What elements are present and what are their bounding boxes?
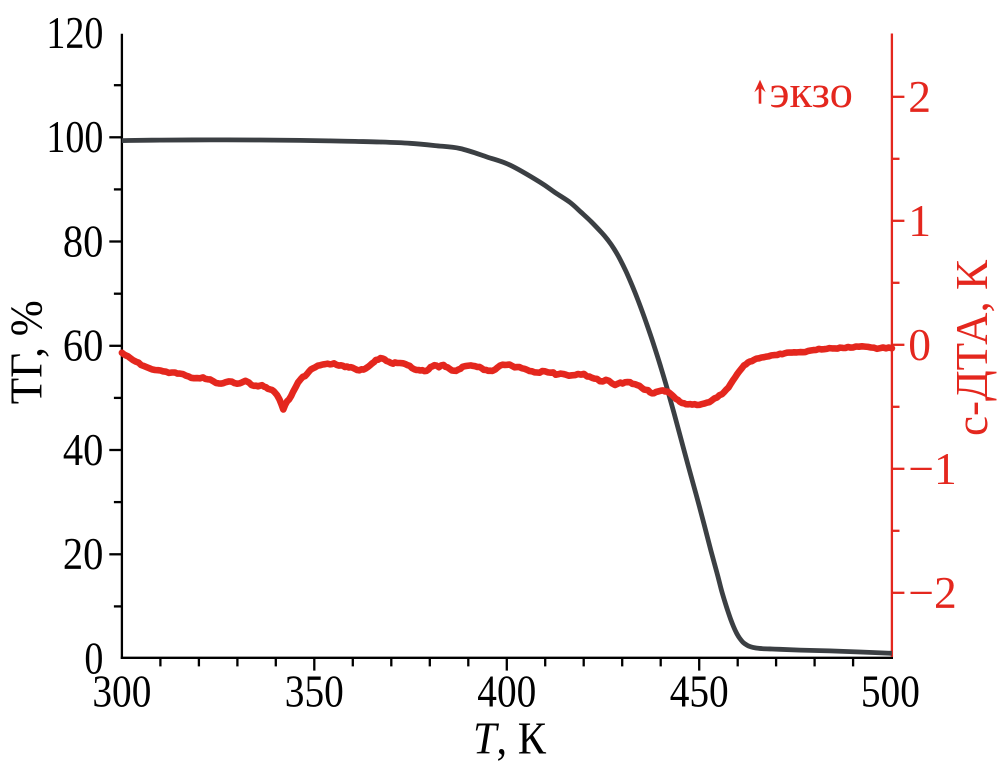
svg-text:300: 300 bbox=[92, 667, 151, 717]
svg-text:ТГ, %: ТГ, % bbox=[0, 300, 51, 404]
svg-text:0: 0 bbox=[908, 319, 931, 370]
svg-text:20: 20 bbox=[63, 529, 104, 579]
svg-text:с-ДТА, К: с-ДТА, К bbox=[946, 259, 997, 436]
svg-text:350: 350 bbox=[285, 667, 344, 717]
svg-text:−1: −1 bbox=[908, 443, 956, 494]
svg-text:450: 450 bbox=[670, 667, 729, 717]
svg-text:−2: −2 bbox=[908, 567, 956, 618]
svg-text:80: 80 bbox=[63, 216, 104, 266]
svg-text:0: 0 bbox=[84, 633, 103, 683]
svg-text:120: 120 bbox=[46, 8, 103, 58]
svg-text:T, К: T, К bbox=[473, 713, 547, 764]
svg-text:1: 1 bbox=[908, 195, 931, 246]
svg-text:400: 400 bbox=[477, 667, 536, 717]
svg-text:40: 40 bbox=[63, 425, 104, 475]
svg-text:экзо: экзо bbox=[770, 66, 854, 117]
svg-text:60: 60 bbox=[63, 321, 104, 371]
svg-text:2: 2 bbox=[908, 71, 931, 122]
svg-text:100: 100 bbox=[46, 112, 103, 162]
svg-text:500: 500 bbox=[861, 667, 920, 717]
